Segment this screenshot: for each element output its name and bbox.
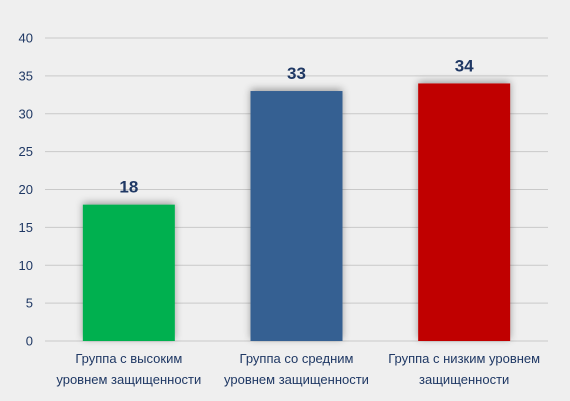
y-tick-label: 20 xyxy=(19,182,33,197)
y-tick-label: 30 xyxy=(19,106,33,121)
bar xyxy=(418,83,511,341)
x-category-label: Группа с высоким уровнем защищенности xyxy=(56,351,201,387)
bars xyxy=(82,83,511,342)
x-axis-category-labels: Группа с высоким уровнем защищенностиГруп… xyxy=(56,351,540,387)
x-category-label-line: уровнем защищенности xyxy=(56,372,201,387)
y-tick-label: 10 xyxy=(19,258,33,273)
x-category-label-line: Группа с высоким xyxy=(75,351,182,366)
data-label: 33 xyxy=(287,64,306,83)
y-tick-label: 35 xyxy=(19,68,33,83)
y-tick-label: 15 xyxy=(19,220,33,235)
y-tick-label: 40 xyxy=(19,31,33,46)
x-category-label: Группа с низким уровнем защищенности xyxy=(388,351,540,387)
data-labels: 18 33 34 xyxy=(119,56,474,196)
y-tick-label: 25 xyxy=(19,144,33,159)
x-category-label-line: Группа с низким уровнем xyxy=(388,351,540,366)
x-category-label: Группа со средним уровнем защищенности xyxy=(224,351,369,387)
y-tick-label: 0 xyxy=(26,334,33,349)
x-category-label-line: уровнем защищенности xyxy=(224,372,369,387)
y-axis-tick-labels: 0 5 10 15 20 25 30 35 40 xyxy=(19,31,33,349)
x-category-label-line: защищенности xyxy=(419,372,509,387)
bar xyxy=(250,91,343,342)
x-category-label-line: Группа со средним xyxy=(240,351,354,366)
bar xyxy=(82,204,175,341)
data-label: 18 xyxy=(119,178,138,197)
data-label: 34 xyxy=(455,56,474,75)
y-tick-label: 5 xyxy=(26,296,33,311)
